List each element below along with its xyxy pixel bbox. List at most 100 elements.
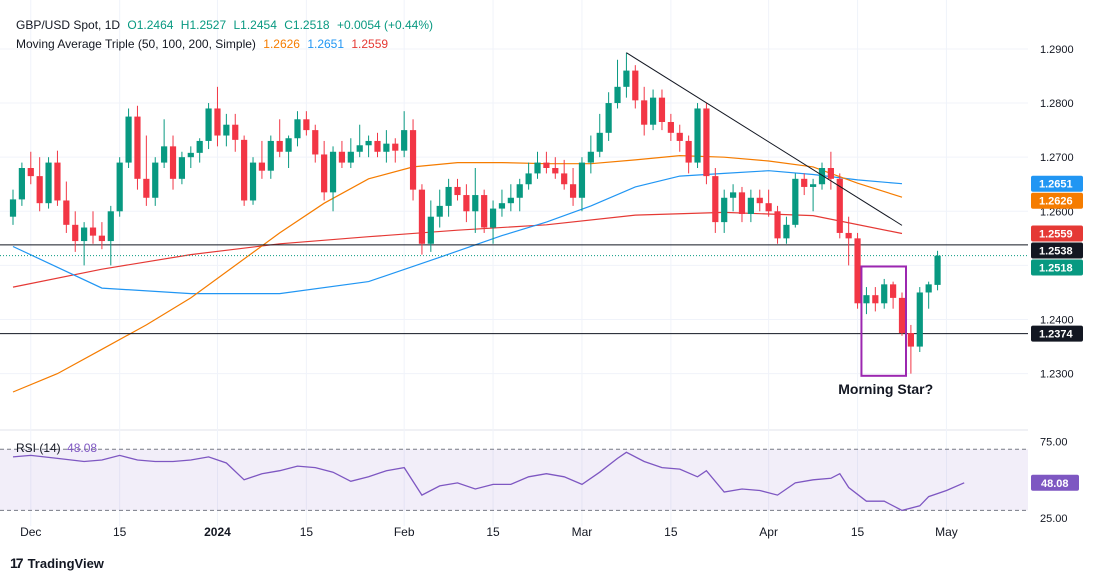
candle-body <box>196 140 203 153</box>
time-tick-label: May <box>935 525 958 539</box>
candle-body <box>605 103 612 133</box>
price-tick-label: 1.2700 <box>1040 152 1074 164</box>
price-label-tag: 1.2651 <box>1031 175 1083 192</box>
candle-body <box>63 200 70 225</box>
price-axis[interactable]: 1.29001.28001.27001.26001.25001.24001.23… <box>1031 44 1083 525</box>
candle-body <box>845 232 852 239</box>
price-tick-label: 1.2600 <box>1040 206 1074 218</box>
price-label-tag: 1.2538 <box>1031 242 1083 259</box>
candle-body <box>756 197 763 204</box>
candle-body <box>436 205 443 217</box>
candle-body <box>721 197 728 223</box>
price-label-tag: 1.2626 <box>1031 192 1083 209</box>
candle-body <box>107 211 114 242</box>
candle-body <box>587 151 594 163</box>
trendline-group <box>626 52 903 226</box>
price-label-text: 1.2559 <box>1039 228 1073 240</box>
rsi-tick-label: 75.00 <box>1040 437 1068 449</box>
ma100-line <box>12 170 903 295</box>
candle-body <box>543 162 550 168</box>
candle-body <box>658 97 666 122</box>
candle-body <box>143 178 150 198</box>
open-value: O1.2464 <box>127 18 174 32</box>
time-tick-label: Mar <box>572 525 593 539</box>
candle-body <box>9 199 17 217</box>
morning-star-box-rect <box>860 265 908 377</box>
time-tick-label: 15 <box>486 525 500 539</box>
candle-body <box>338 151 346 163</box>
trendline <box>626 52 903 226</box>
candle-body <box>569 184 577 198</box>
price-label-tag: 1.2374 <box>1031 325 1083 342</box>
price-label-bg <box>1031 175 1083 192</box>
candle-body <box>258 162 266 171</box>
candle-body <box>232 124 239 140</box>
candle-body <box>649 97 657 125</box>
time-tick-label: 15 <box>300 525 314 539</box>
candle-body <box>792 178 799 225</box>
rsi-label-bg <box>1031 474 1079 491</box>
time-tick-label: 15 <box>664 525 678 539</box>
candle-body <box>89 227 97 236</box>
tradingview-logo[interactable]: 17 TradingView <box>10 555 104 571</box>
price-legend: GBP/USD Spot, 1D O1.2464 H1.2527 L1.2454… <box>16 18 437 33</box>
candle-body <box>623 70 630 87</box>
candle-body <box>98 235 105 242</box>
candle-body <box>45 162 52 204</box>
candle-body <box>578 162 586 198</box>
price-tick-label: 1.2800 <box>1040 98 1074 110</box>
candle-body <box>374 140 381 152</box>
candle-body <box>134 116 141 179</box>
rsi-value: 48.08 <box>67 441 98 455</box>
candle-body <box>685 140 692 163</box>
rsi-band-fill <box>0 449 1028 511</box>
candle-body <box>916 292 923 347</box>
candle-body <box>312 130 319 155</box>
candle-body <box>729 192 737 198</box>
candle-body <box>161 146 168 163</box>
candle-body <box>178 157 186 179</box>
candle-body <box>303 119 310 131</box>
time-axis[interactable]: Dec 15 2024 15 Feb 15 Mar 15 Apr 15 May <box>20 525 958 539</box>
ma50-line <box>12 154 903 393</box>
price-label-text: 1.2651 <box>1039 179 1073 191</box>
rsi-line-group <box>12 451 965 512</box>
candle-body <box>783 224 790 239</box>
candle-body <box>827 168 834 179</box>
price-label-bg <box>1031 259 1083 276</box>
candle-body <box>409 130 417 190</box>
time-tick-label: Feb <box>394 525 415 539</box>
price-tick-label: 1.2900 <box>1040 44 1074 56</box>
candle-body <box>267 140 274 171</box>
price-label-bg <box>1031 192 1083 209</box>
rsi-label: RSI (14) <box>16 441 61 455</box>
candle-body <box>890 284 897 298</box>
candle-body <box>27 168 34 177</box>
ma-legend: Moving Average Triple (50, 100, 200, Sim… <box>16 37 392 52</box>
price-label-text: 1.2374 <box>1039 329 1074 341</box>
candle-body <box>801 178 808 187</box>
price-label-bg <box>1031 325 1083 342</box>
candle-body <box>552 168 559 174</box>
candle-body <box>169 146 177 179</box>
close-value: C1.2518 <box>284 18 330 32</box>
time-tick-label: 15 <box>851 525 865 539</box>
price-label-tag: 1.2559 <box>1031 225 1083 242</box>
candle-body <box>347 151 354 163</box>
price-label-tag: 1.2518 <box>1031 259 1083 276</box>
candle-body <box>445 186 452 206</box>
high-value: H1.2527 <box>180 18 227 32</box>
candle-body <box>241 139 248 201</box>
candle-body <box>276 140 283 152</box>
price-tick-label: 1.2300 <box>1040 369 1074 381</box>
candle-body <box>525 173 532 185</box>
rsi-line <box>12 451 965 512</box>
candle-body <box>667 122 674 133</box>
price-label-bg <box>1031 225 1083 242</box>
time-tick-label: 2024 <box>204 525 231 539</box>
candle-body <box>596 132 603 152</box>
candle-body <box>187 152 194 158</box>
candles <box>9 52 941 374</box>
candle-body <box>392 143 399 151</box>
